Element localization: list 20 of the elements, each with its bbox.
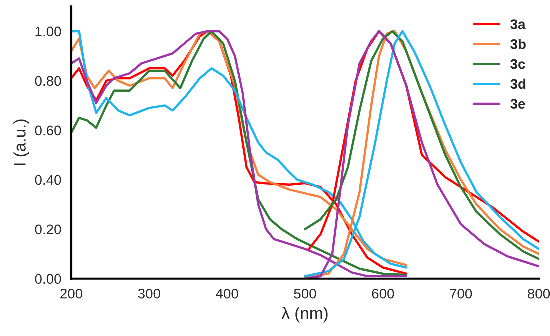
y-axis-title: I (a.u.) [14, 120, 30, 166]
y-tick-label: 0.00 [35, 274, 62, 284]
legend-label: 3d [510, 78, 526, 90]
y-tick-label: 0.40 [35, 175, 62, 186]
x-tick-label: 200 [60, 288, 83, 299]
x-tick-label: 600 [372, 288, 394, 299]
legend-label: 3e [510, 99, 526, 110]
x-tick-label: 700 [450, 288, 472, 299]
x-axis-title: λ (nm) [282, 307, 328, 323]
legend-label: 3c [510, 59, 526, 70]
y-tick-label: 1.00 [36, 26, 62, 37]
y-tick-label: 0.80 [35, 76, 62, 86]
legend-label: 3b [510, 39, 526, 50]
y-tick-label: 0.60 [35, 126, 62, 136]
legend-label: 3a [510, 20, 526, 30]
x-tick-label: 800 [528, 288, 550, 299]
x-tick-label: 300 [138, 288, 160, 299]
x-tick-label: 500 [294, 288, 316, 299]
y-tick-label: 0.20 [35, 224, 62, 235]
x-tick-label: 400 [216, 288, 238, 299]
